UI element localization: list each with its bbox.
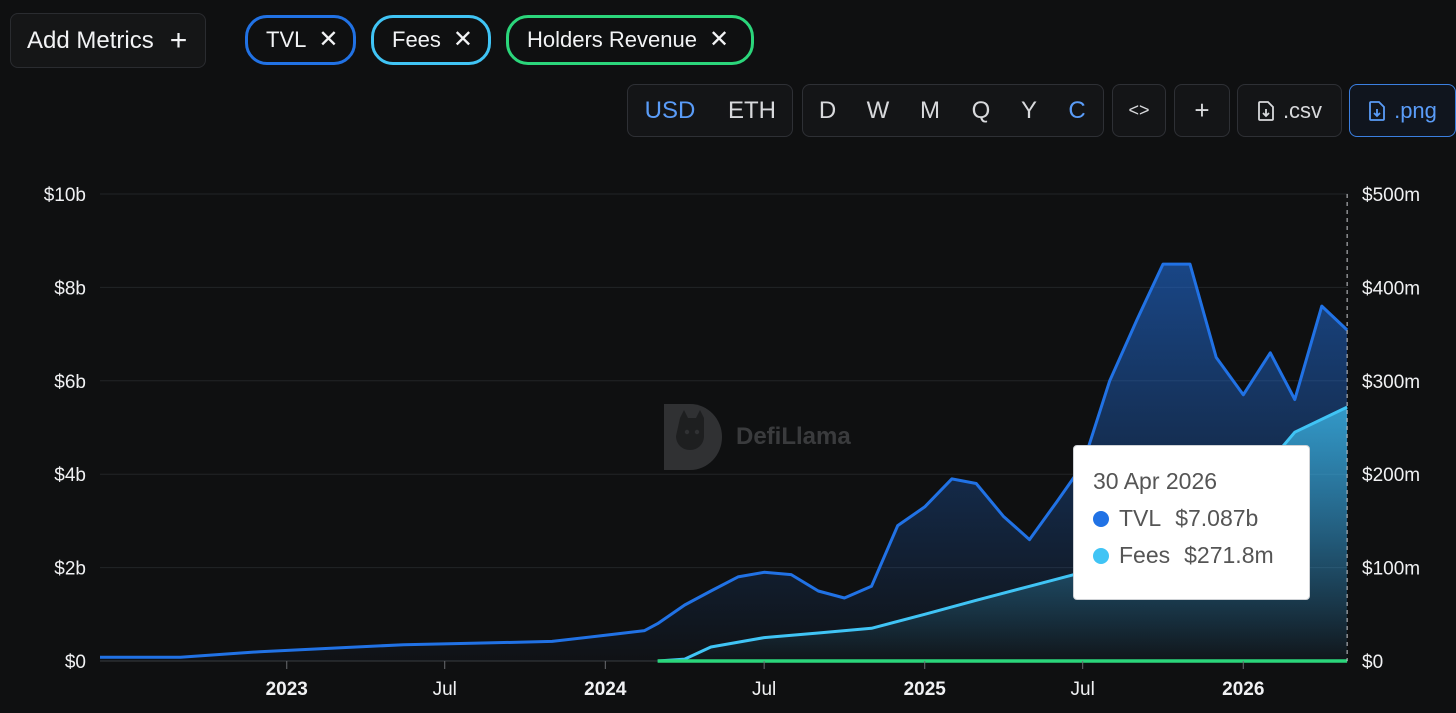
right-y-tick-label: $0 [1362,652,1383,673]
right-y-tick-label: $400m [1362,278,1420,299]
right-y-tick-label: $300m [1362,372,1420,393]
close-icon[interactable]: ✕ [318,26,339,53]
metric-chip-label: TVL [266,27,307,52]
metric-chip-label: Holders Revenue [527,27,697,52]
tooltip-date: 30 Apr 2026 [1093,468,1218,494]
tooltip-series-value: $271.8m [1184,542,1274,568]
x-tick-label: 2023 [266,679,308,700]
period-y-button[interactable]: Y [1020,96,1037,124]
period-d-button[interactable]: D [818,96,837,124]
period-c-button[interactable]: C [1068,96,1086,124]
metric-chip-label: Fees [392,27,441,52]
left-y-tick-label: $0 [65,652,86,673]
metric-chip-fees[interactable]: Fees ✕ [371,15,491,65]
tooltip-series-name: Fees [1119,542,1171,568]
left-y-tick-label: $6b [54,372,86,393]
right-y-tick-label: $500m [1362,185,1420,206]
x-tick-label: 2024 [584,679,627,700]
currency-toggle: USD ETH [627,84,793,137]
add-metrics-button[interactable]: Add Metrics + [10,13,207,68]
currency-eth-button[interactable]: ETH [728,96,776,124]
x-tick-label: Jul [752,679,776,700]
code-icon: <> [1128,100,1150,120]
plus-icon: + [1194,95,1210,125]
png-download-button[interactable]: .png [1349,84,1456,137]
llama-logo-icon [664,404,722,470]
defillama-watermark: DefiLlama [660,400,851,474]
tooltip-row-tvl: TVL $7.087b [1093,505,1309,532]
series-line-tvl [100,262,1349,659]
right-y-tick-label: $100m [1362,559,1420,580]
period-toggle: D W M Q Y C [802,84,1104,137]
series-dot-icon [1093,547,1109,564]
csv-download-button[interactable]: .csv [1237,84,1342,137]
series-dot-icon [1093,510,1109,527]
series-area-tvl [100,264,1348,661]
x-tick-label: Jul [1071,679,1095,700]
currency-usd-button[interactable]: USD [644,96,696,124]
csv-label: .csv [1282,97,1323,123]
left-y-tick-label: $8b [54,278,86,299]
chart-tooltip: 30 Apr 2026 TVL $7.087b Fees $271.8m [1073,445,1310,600]
tooltip-row-fees: Fees $271.8m [1093,542,1309,569]
metric-chip-tvl[interactable]: TVL ✕ [245,15,356,65]
add-chart-button[interactable]: + [1174,84,1230,137]
add-metrics-label: Add Metrics [27,26,154,54]
png-label: .png [1394,97,1437,123]
file-download-icon [1369,100,1385,121]
tooltip-series-name: TVL [1119,505,1162,531]
right-y-axis: $0 $100m $200m $300m $400m $500m [1362,185,1420,673]
x-tick-label: Jul [433,679,457,700]
file-download-icon [1258,100,1274,121]
x-tick-label: 2025 [904,679,947,700]
metric-chip-holders-revenue[interactable]: Holders Revenue ✕ [506,15,754,65]
plus-icon: + [169,23,188,57]
close-icon[interactable]: ✕ [452,26,474,53]
left-y-tick-label: $2b [54,559,86,580]
left-y-tick-label: $4b [54,465,86,486]
period-q-button[interactable]: Q [971,96,991,124]
x-tick-label: 2026 [1222,679,1264,700]
right-y-tick-label: $200m [1362,465,1420,486]
period-m-button[interactable]: M [920,96,940,124]
left-y-tick-label: $10b [44,185,86,206]
close-icon[interactable]: ✕ [708,26,730,53]
watermark-text: DefiLlama [736,423,851,450]
x-axis: 2023 Jul 2024 Jul 2025 Jul 2026 [266,661,1264,700]
left-y-axis: $0 $2b $4b $6b $8b $10b [44,185,86,673]
period-w-button[interactable]: W [866,96,890,124]
embed-button[interactable]: <> [1112,84,1166,137]
tooltip-series-value: $7.087b [1175,505,1259,531]
